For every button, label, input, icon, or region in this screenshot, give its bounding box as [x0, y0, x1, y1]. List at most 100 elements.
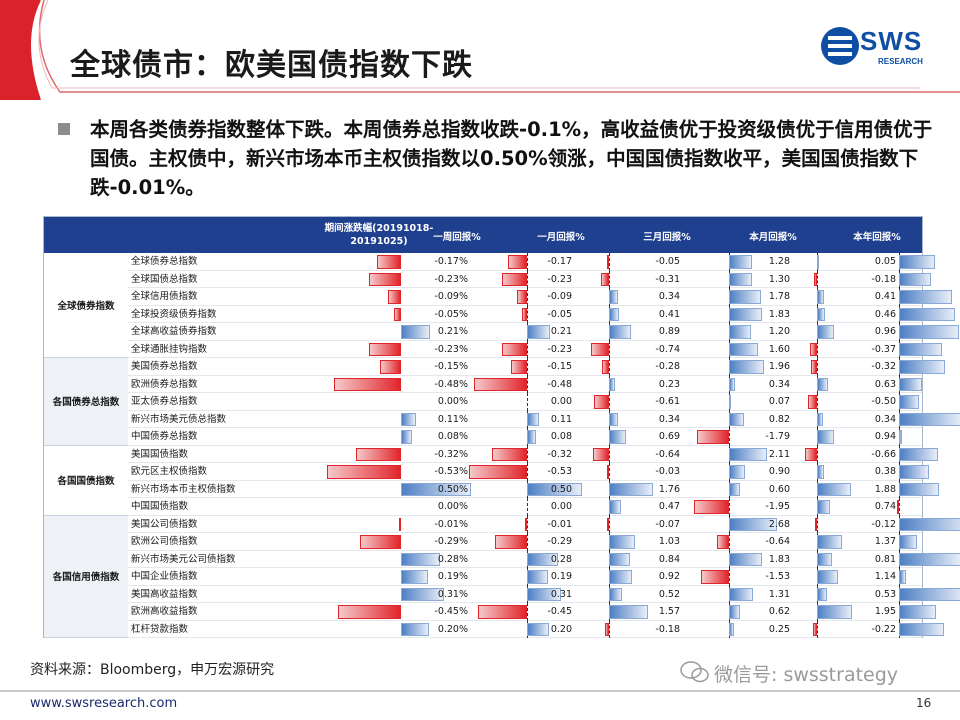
value-c1: -0.17% — [434, 256, 468, 267]
positive-bar — [729, 377, 736, 391]
positive-bar — [899, 325, 960, 339]
table-row: 美国高收益指数 0.31% 0.31 0.52 1.31 0.53 11.99 — [128, 585, 960, 603]
value-c3: 0.52 — [658, 588, 680, 600]
positive-bar — [817, 255, 819, 269]
positive-bar — [609, 587, 622, 601]
value-c1: -0.09% — [434, 291, 468, 302]
value-c2: -0.01 — [547, 518, 572, 530]
positive-bar — [899, 272, 931, 286]
zero-axis — [609, 515, 610, 533]
zero-axis — [527, 253, 528, 271]
value-c1: -0.01% — [434, 518, 468, 530]
zero-axis — [817, 445, 818, 463]
value-c6: 3.24 — [900, 533, 960, 551]
positive-bar — [899, 535, 918, 549]
value-c2: 0.11 — [550, 413, 572, 425]
value-c3: 0.34 — [658, 413, 680, 425]
index-name: 美国债券总指数 — [131, 361, 198, 372]
positive-bar — [729, 325, 751, 339]
negative-bar — [602, 360, 609, 374]
value-c5: 1.88 — [874, 483, 896, 495]
value-c1: -0.53% — [434, 466, 468, 477]
zero-axis — [527, 463, 528, 481]
zero-axis — [609, 463, 610, 481]
value-c4: -0.64 — [765, 536, 790, 547]
value-c6: 4.05 — [900, 376, 960, 394]
positive-bar — [729, 482, 740, 496]
zero-axis — [817, 358, 818, 376]
value-c2: -0.15 — [547, 361, 572, 372]
value-c4: 0.62 — [768, 606, 790, 617]
zero-axis — [527, 340, 528, 358]
positive-bar — [609, 605, 649, 619]
value-c3: 0.47 — [658, 501, 680, 512]
negative-bar — [525, 517, 527, 531]
positive-bar — [609, 307, 620, 321]
value-c2: 0.19 — [550, 571, 572, 582]
positive-bar — [609, 325, 632, 339]
table-row: 欧洲债券总指数-0.48%-0.480.230.340.634.05 — [128, 375, 922, 393]
table-row: 新兴市场美元债总指数 0.11% 0.11 0.34 0.82 0.34 11.17 — [128, 410, 960, 428]
positive-bar — [817, 465, 824, 479]
positive-bar — [899, 255, 935, 269]
value-c5: -0.32 — [871, 361, 896, 372]
negative-bar — [380, 360, 401, 374]
value-c2: 0.21 — [550, 326, 572, 337]
footer-url[interactable]: www.swsresearch.com — [30, 696, 178, 711]
value-c2: 0.28 — [550, 553, 572, 565]
group-label: 各国信用债指数 — [44, 515, 128, 638]
zero-axis — [527, 270, 528, 288]
value-c6: 6.95 — [900, 446, 960, 464]
value-c5: 1.37 — [874, 536, 896, 547]
zero-axis — [729, 568, 730, 586]
value-c6: 1.29 — [900, 568, 960, 586]
value-c5: -0.50 — [871, 396, 896, 407]
value-c3: 0.92 — [658, 571, 680, 582]
value-c5: 0.63 — [874, 378, 896, 390]
positive-bar — [401, 430, 413, 444]
source-note: 资料来源：Bloomberg，申万宏源研究 — [30, 662, 275, 678]
positive-bar — [729, 605, 741, 619]
negative-bar — [394, 307, 401, 321]
value-c4: 1.60 — [768, 343, 790, 355]
value-c5: 1.14 — [874, 571, 896, 582]
value-c4: -1.53 — [765, 571, 790, 582]
value-c1: -0.23% — [434, 343, 468, 355]
positive-bar — [401, 587, 445, 601]
value-c1: 0.31% — [437, 588, 468, 600]
positive-bar — [817, 430, 834, 444]
table-row: 美国国债指数-0.32%-0.32-0.642.11-0.666.95 — [128, 445, 938, 463]
value-c6: 9.44 — [900, 288, 960, 306]
value-c3: -0.31 — [655, 273, 680, 285]
positive-bar — [609, 430, 627, 444]
table-row: 美国债券总指数-0.15%-0.15-0.281.96-0.328.17 — [128, 358, 945, 376]
index-name: 亚太债券总指数 — [131, 396, 198, 407]
value-c3: 0.34 — [658, 291, 680, 302]
zero-axis — [609, 620, 610, 638]
value-c3: -0.05 — [655, 256, 680, 267]
positive-bar — [817, 412, 824, 426]
positive-bar — [899, 605, 936, 619]
value-c3: 0.23 — [658, 378, 680, 390]
value-c6: 5.32 — [900, 463, 960, 481]
negative-bar — [693, 500, 729, 514]
positive-bar — [609, 500, 621, 514]
positive-bar — [899, 430, 903, 444]
positive-bar — [899, 587, 960, 601]
value-c4: -1.95 — [765, 501, 790, 512]
value-c4: 0.07 — [768, 396, 790, 407]
positive-bar — [401, 552, 441, 566]
group-label: 各国国债指数 — [44, 446, 128, 516]
negative-bar — [593, 447, 609, 461]
negative-bar — [368, 342, 401, 356]
logo-mark-icon — [821, 27, 859, 65]
wechat-id: 微信号: swsstrategy — [714, 664, 899, 686]
bond-index-table: 期间涨跌幅(20191018-20191025) 一周回报% 一月回报% 三月回… — [43, 216, 960, 638]
negative-bar — [495, 535, 527, 549]
header-3month-return: 三月回报% — [643, 232, 691, 243]
value-c6: -0.24 — [900, 498, 960, 516]
value-c5: 0.74 — [874, 501, 896, 512]
